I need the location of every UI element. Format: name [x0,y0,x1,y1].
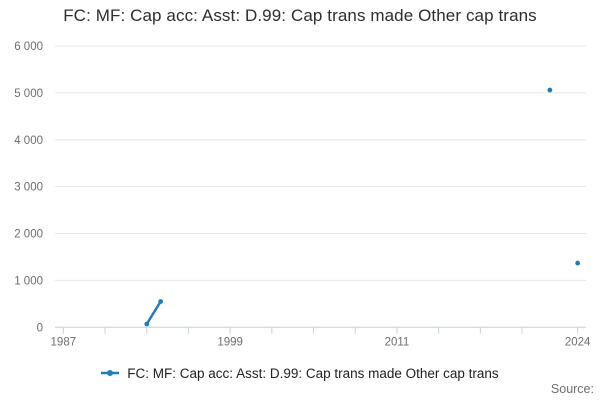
legend-item[interactable]: FC: MF: Cap acc: Asst: D.99: Cap trans m… [101,365,499,381]
y-axis-tick-label: 3 000 [14,182,43,194]
series-line-segment [145,300,162,326]
y-axis-tick-label: 5 000 [14,88,43,100]
data-point-marker[interactable] [144,321,150,327]
y-axis-tick-label: 2 000 [14,229,43,241]
y-axis-tick-label: 1 000 [14,275,43,287]
y-axis-tick-label: 0 [37,322,43,334]
legend-line-marker-icon [101,370,120,376]
data-point-marker[interactable] [547,87,553,93]
y-axis-tick-label: 6 000 [14,41,43,53]
x-axis-tick-label: 2011 [385,336,410,348]
legend-label: FC: MF: Cap acc: Asst: D.99: Cap trans m… [127,365,499,381]
x-axis-tick-label: 1999 [217,336,243,348]
data-point-marker[interactable] [158,299,164,304]
legend: FC: MF: Cap acc: Asst: D.99: Cap trans m… [0,363,600,383]
x-axis-tick-label: 2024 [565,336,591,348]
y-axis-tick-label: 4 000 [14,135,43,147]
x-axis-tick-label: 1987 [51,336,77,348]
data-point-marker[interactable] [575,260,581,266]
source-note: Source: [550,382,594,396]
chart-title: FC: MF: Cap acc: Asst: D.99: Cap trans m… [63,6,537,25]
line-chart-canvas: 0 1 000 2 000 3 000 4 000 5 000 6 000 1987 1999 2… [14,41,591,348]
